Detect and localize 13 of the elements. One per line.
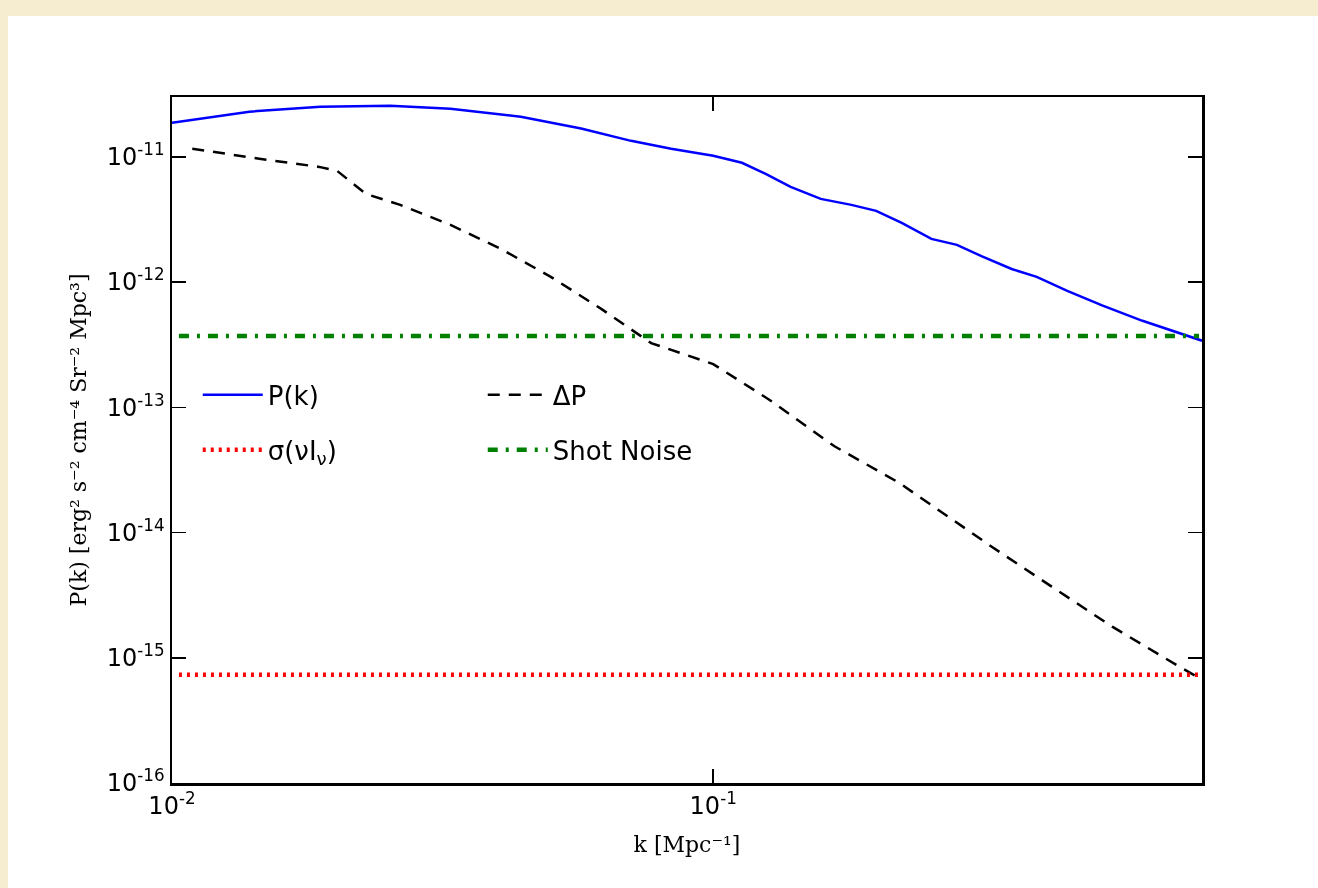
legend-label: σ(νI$_{ν}$) — [267, 435, 337, 470]
y-axis-title: P(k) [erg² s⁻² cm⁻⁴ Sr⁻² Mpc³] — [66, 273, 92, 607]
legend-label: ΔP — [552, 380, 587, 411]
y-tick-label: 10$^{-12}$ — [106, 264, 165, 297]
legend-label: P(k) — [267, 380, 319, 411]
x-axis-title: k [Mpc⁻¹] — [633, 832, 741, 858]
x-tick-label: 10$^{-1}$ — [689, 788, 737, 821]
x-tick-label: 10$^{-2}$ — [148, 788, 196, 821]
y-tick-label: 10$^{-11}$ — [106, 139, 165, 172]
y-tick-label: 10$^{-13}$ — [106, 389, 165, 422]
y-tick-label: 10$^{-14}$ — [106, 514, 165, 547]
y-tick-label: 10$^{-15}$ — [106, 640, 165, 673]
legend-label: Shot Noise — [552, 435, 693, 466]
